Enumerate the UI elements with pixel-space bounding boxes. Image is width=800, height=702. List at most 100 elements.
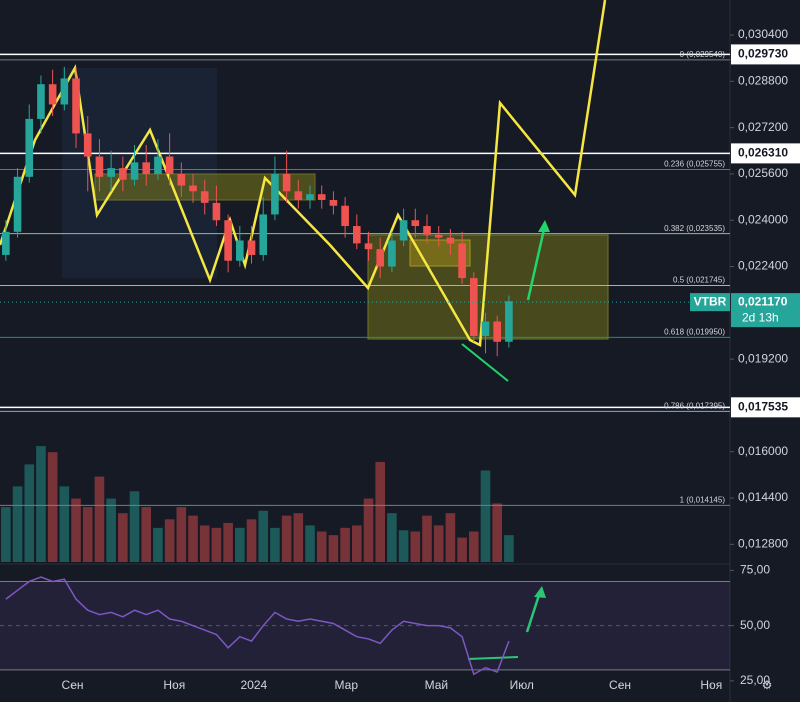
fib-label: 1 (0,014145) <box>680 496 726 505</box>
fib-label: 0.382 (0,023535) <box>664 224 725 233</box>
volume-bar <box>153 527 163 562</box>
volume-bar <box>352 525 362 562</box>
candle-body <box>294 191 303 200</box>
volume-bar <box>1 507 11 562</box>
candle-body <box>306 194 314 200</box>
candle-body <box>399 220 408 241</box>
y-tick-label: 0,014400 <box>738 490 788 504</box>
candle-body <box>154 156 162 174</box>
candle-body <box>353 226 361 244</box>
trend-line <box>461 343 509 382</box>
x-tick-label: Июл <box>510 678 534 692</box>
volume-bar <box>480 470 491 562</box>
candle-body <box>341 205 349 227</box>
volume-bar <box>270 527 280 562</box>
x-tick-label: Сен <box>62 678 84 692</box>
volume-bar <box>387 513 397 562</box>
x-tick-label: Май <box>425 678 449 692</box>
candle-body <box>259 214 268 255</box>
candle-body <box>142 162 151 174</box>
countdown-label: 2d 13h <box>742 310 779 324</box>
volume-bar <box>82 507 93 562</box>
candle-body <box>411 220 420 227</box>
volume-bar <box>422 515 432 562</box>
arrow <box>526 224 547 301</box>
volume-bar <box>457 537 467 562</box>
y-tick-label: 0,025600 <box>738 166 788 180</box>
symbol-label: VTBR <box>694 294 727 308</box>
candle-body <box>493 321 501 342</box>
volume-bar <box>188 515 198 562</box>
candle-body <box>423 226 431 235</box>
settings-icon[interactable]: ⚙ <box>762 678 773 692</box>
y-tick-label: 0,030400 <box>738 27 788 41</box>
candle-body <box>282 173 291 192</box>
arrow-head <box>534 586 546 598</box>
price-tag <box>731 44 800 65</box>
range-box <box>62 68 217 278</box>
y-tick-label: 0,019200 <box>738 351 788 365</box>
candle-body <box>481 321 490 336</box>
volume-bar <box>164 519 175 562</box>
volume-bar <box>468 531 479 562</box>
fib-label: 0.236 (0,025755) <box>664 160 725 169</box>
volume-bar <box>235 527 245 562</box>
candle-body <box>25 118 34 177</box>
zigzag-drawing <box>0 0 607 347</box>
x-tick-label: Сен <box>609 678 631 692</box>
volume-bar <box>328 535 339 562</box>
trend-line <box>467 656 519 660</box>
candle-body <box>271 173 279 215</box>
volume-bar <box>176 507 187 562</box>
fib-label: 0 (0,029540) <box>680 50 726 59</box>
candle-body <box>505 301 513 342</box>
candle-body <box>236 240 244 261</box>
volume-bar <box>410 531 421 562</box>
candle-body <box>212 202 221 221</box>
volume-bar <box>445 513 456 562</box>
rsi-tick-label: 75,00 <box>740 563 770 577</box>
rsi-tick-label: 25,00 <box>740 673 770 687</box>
price-tag-label: 0,026310 <box>738 146 788 160</box>
candle-body <box>189 185 197 192</box>
candle-body <box>119 168 127 180</box>
candle-body <box>247 240 256 255</box>
x-tick-label: 2024 <box>241 678 268 692</box>
last-price-label: 0,021170 <box>738 294 788 308</box>
price-tag <box>731 397 800 418</box>
candle-body <box>2 231 10 255</box>
price-tag-label: 0,017535 <box>738 399 788 413</box>
volume-bar <box>258 510 269 562</box>
volume-bar <box>47 452 58 562</box>
volume-bar <box>375 461 386 562</box>
fib-label: 0.618 (0,019950) <box>664 328 725 337</box>
candle-body <box>329 199 338 206</box>
candle-body <box>83 133 92 157</box>
fib-label: 0.5 (0,021745) <box>673 276 725 285</box>
candle-body <box>37 84 45 119</box>
arrow-head <box>538 220 550 232</box>
candle-body <box>95 156 104 177</box>
volume-bar <box>94 476 105 562</box>
volume-bar <box>246 519 257 562</box>
y-tick-label: 0,024000 <box>738 212 788 226</box>
volume-bar <box>106 498 116 562</box>
price-tag <box>731 143 800 164</box>
volume-bar <box>118 513 128 562</box>
candle-body <box>446 237 455 244</box>
volume-bar <box>129 491 140 562</box>
price-tag-label: 0,029730 <box>738 47 788 61</box>
volume-bar <box>12 486 23 562</box>
y-tick-label: 0,012800 <box>738 537 788 551</box>
volume-bar <box>398 530 409 562</box>
last-price-tag <box>731 293 800 328</box>
candle-body <box>130 162 139 180</box>
symbol-tag <box>690 293 730 312</box>
candle-body <box>388 240 396 267</box>
fib-label: 0.786 (0,017395) <box>664 401 725 410</box>
candle-body <box>107 168 115 177</box>
volume-bar <box>305 525 315 562</box>
volume-bar <box>340 527 350 562</box>
rsi-tick-label: 50,00 <box>740 618 770 632</box>
